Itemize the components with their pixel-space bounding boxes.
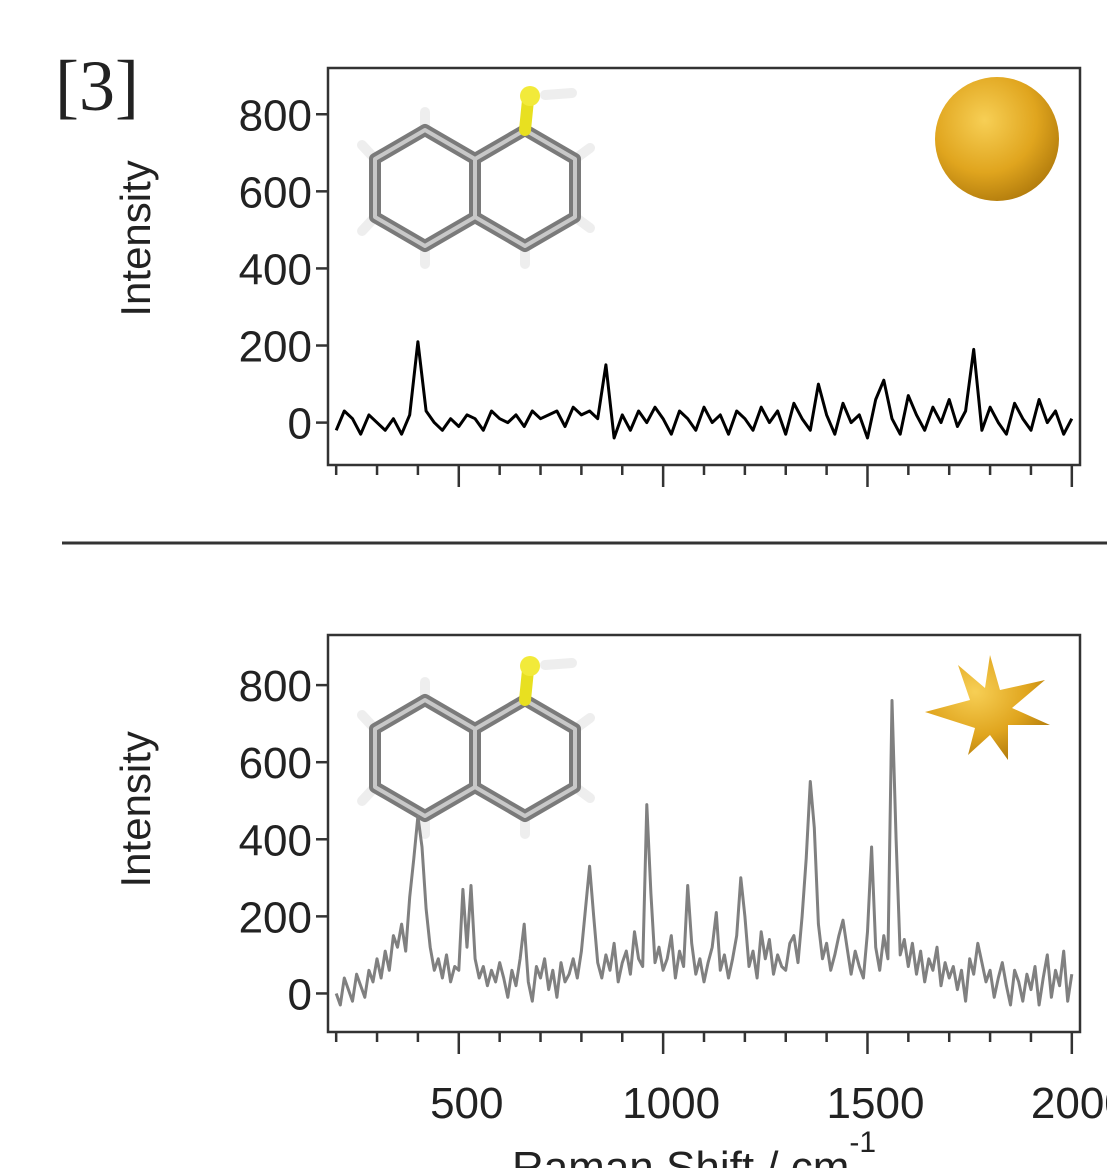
spectrum-line bbox=[334, 340, 1074, 440]
y-tick-label: 800 bbox=[239, 662, 312, 711]
y-tick-label: 200 bbox=[239, 323, 312, 372]
y-tick-label: 600 bbox=[239, 168, 312, 217]
y-tick-label: 0 bbox=[288, 970, 312, 1019]
panel-label: [3] bbox=[55, 46, 139, 126]
x-axis-label-superscript: -1 bbox=[849, 1126, 876, 1159]
y-tick-label: 200 bbox=[239, 893, 312, 942]
x-tick-label: 1000 bbox=[622, 1079, 720, 1128]
y-tick-label: 600 bbox=[239, 739, 312, 788]
y-tick-label: 400 bbox=[239, 816, 312, 865]
y-tick-label: 400 bbox=[239, 245, 312, 294]
y-axis-label: Intensity bbox=[112, 731, 159, 887]
x-axis-label: Raman Shift / cm-1 bbox=[512, 1126, 876, 1168]
molecule-icon bbox=[362, 86, 590, 264]
x-tick-label: 1500 bbox=[827, 1079, 925, 1128]
y-tick-label: 800 bbox=[239, 91, 312, 140]
spectrum-line bbox=[334, 699, 1074, 1007]
x-tick-label: 500 bbox=[430, 1079, 503, 1128]
nanostar-icon bbox=[925, 655, 1050, 760]
nanosphere-icon bbox=[935, 77, 1059, 201]
y-axis-label: Intensity bbox=[112, 160, 159, 316]
y-tick-label: 0 bbox=[288, 400, 312, 449]
molecule-icon bbox=[362, 656, 590, 834]
x-axis-label-text: Raman Shift / cm bbox=[512, 1143, 849, 1168]
x-tick-label: 2000 bbox=[1031, 1079, 1107, 1128]
